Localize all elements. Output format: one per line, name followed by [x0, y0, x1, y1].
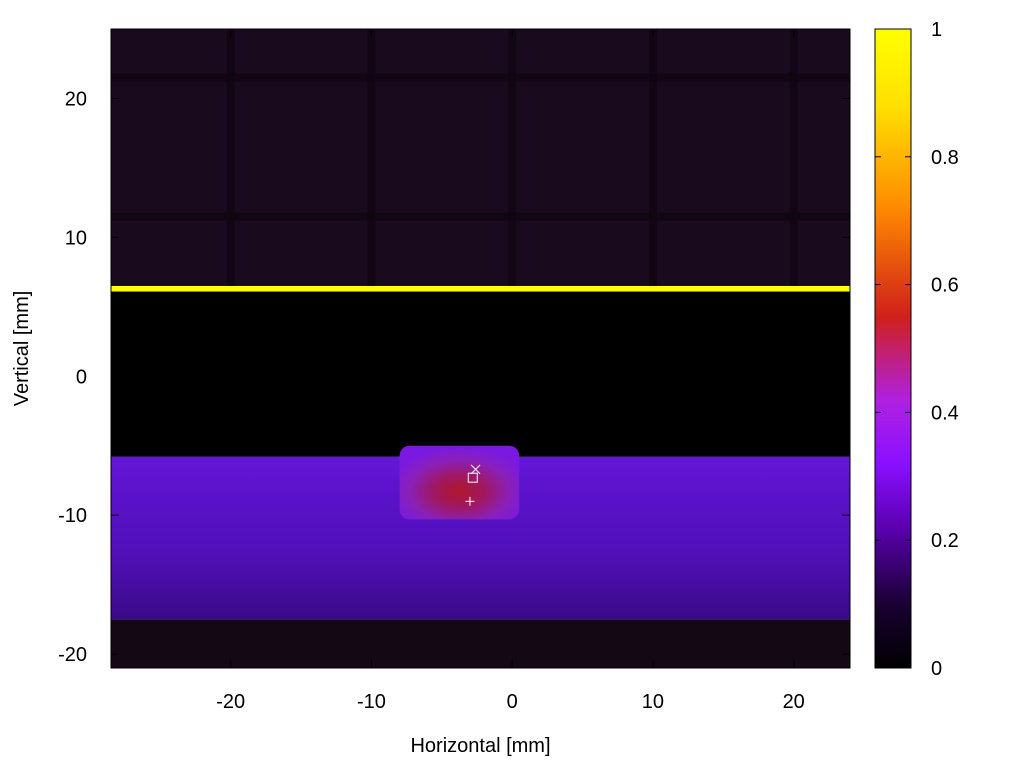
y-axis-ticks: -20 -10 0 10 20 — [58, 88, 850, 666]
colorbar-tick-label: 0.8 — [931, 147, 959, 169]
y-tick-label: 0 — [76, 366, 87, 388]
markers — [465, 464, 481, 506]
region-lower-background — [111, 619, 850, 668]
x-tick-label: -10 — [357, 691, 386, 713]
y-tick-label: -10 — [58, 505, 87, 527]
x-tick-label: 0 — [507, 691, 518, 713]
x-tick-label: 10 — [642, 691, 664, 713]
colorbar-tick-label: 0.2 — [931, 530, 959, 552]
y-tick-label: 20 — [65, 88, 87, 110]
marker-square — [467, 472, 478, 483]
x-axis-label: Horizontal [mm] — [410, 735, 550, 757]
y-tick-label: 10 — [65, 227, 87, 249]
region-bright-line — [111, 285, 850, 292]
colorbar-tick-label: 0.6 — [931, 275, 959, 297]
colorbar-gradient — [874, 28, 912, 669]
colorbar-ticks: 0 0.2 0.4 0.6 0.8 1 — [875, 19, 959, 680]
colorbar-tick-label: 1 — [931, 19, 942, 41]
y-axis-label: Vertical [mm] — [11, 291, 33, 407]
heatmap-image — [111, 29, 850, 668]
x-tick-label: 20 — [783, 691, 805, 713]
colorbar-tick-label: 0 — [931, 658, 942, 680]
marker-plus — [465, 496, 475, 506]
plot-frame — [110, 28, 851, 669]
region-upper-background — [111, 29, 850, 286]
x-tick-label: -20 — [216, 691, 245, 713]
colorbar: 0 0.2 0.4 0.6 0.8 1 — [874, 19, 959, 680]
y-tick-label: -20 — [58, 644, 87, 666]
marker-x — [470, 464, 481, 475]
region-dark-band — [111, 291, 850, 457]
x-axis-ticks: -20 -10 0 10 20 — [216, 29, 805, 713]
region-beam-spot — [399, 445, 520, 520]
colorbar-tick-label: 0.4 — [931, 402, 959, 424]
